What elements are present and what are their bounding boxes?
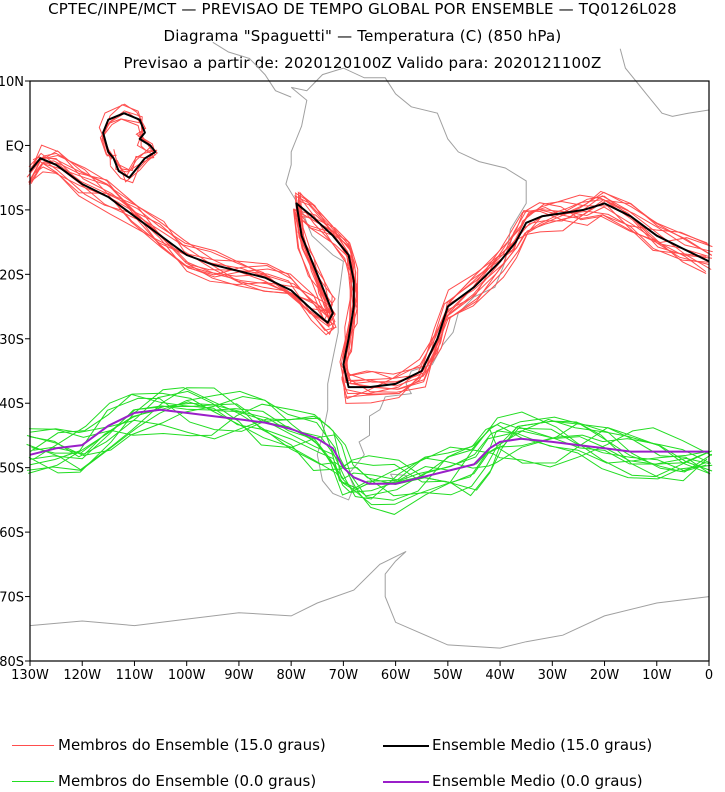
ensemble-member-15-line <box>28 154 713 404</box>
ensemble-member-0-line <box>33 401 710 486</box>
x-tick-label: 40W <box>485 668 515 683</box>
ensemble-mean-15-line <box>29 157 710 389</box>
y-axis: 10N EQ 10S 20S 30S 40S 50S 60S 70S 80S <box>0 75 30 670</box>
y-tick-label: 20S <box>0 268 24 283</box>
y-tick-label: 10N <box>0 75 24 90</box>
x-tick-label: 10W <box>642 668 672 683</box>
legend-label-member-0: Membros do Ensemble (0.0 graus) <box>58 772 317 790</box>
ensemble-member-0-line <box>26 390 709 506</box>
x-tick-label: 0 <box>705 668 713 683</box>
ensemble-member-15-line <box>28 171 709 398</box>
ensemble-member-15-line <box>28 150 713 376</box>
ensemble-member-15-line <box>28 157 712 385</box>
ensemble-mean-layer <box>29 112 710 485</box>
x-tick-label: 50W <box>433 668 463 683</box>
ensemble-member-15-line <box>29 156 708 383</box>
ensemble-member-15-line <box>30 159 707 390</box>
y-tick-label: EQ <box>6 139 24 154</box>
ensemble-member-15-line <box>101 118 158 171</box>
ensemble-member-15-line <box>98 103 156 184</box>
y-tick-label: 70S <box>0 591 24 606</box>
y-tick-label: 30S <box>0 333 24 348</box>
chart-validity: Previsao a partir de: 2020120100Z Valido… <box>123 54 602 72</box>
ensemble-member-15-line <box>30 162 713 387</box>
ensemble-member-15-line <box>30 162 713 395</box>
legend-label-mean-0: Ensemble Medio (0.0 graus) <box>432 772 643 790</box>
x-tick-label: 70W <box>329 668 359 683</box>
ensemble-mean-15-line <box>102 112 157 179</box>
x-tick-label: 100W <box>168 668 206 683</box>
x-tick-label: 130W <box>11 668 49 683</box>
chart-title: CPTEC/INPE/MCT — PREVISAO DE TEMPO GLOBA… <box>48 0 677 18</box>
legend-swatch-mean-15 <box>383 745 429 747</box>
ensemble-member-15-line <box>28 152 713 383</box>
legend-label-mean-15: Ensemble Medio (15.0 graus) <box>432 736 653 754</box>
x-tick-label: 60W <box>381 668 411 683</box>
ensemble-members-layer <box>26 103 713 515</box>
x-tick-label: 30W <box>538 668 568 683</box>
ensemble-member-0-line <box>28 387 706 491</box>
coastline <box>619 48 710 117</box>
coastline <box>285 67 527 501</box>
coastline <box>212 41 292 98</box>
x-tick-label: 20W <box>590 668 620 683</box>
legend-swatch-member-15 <box>12 745 54 746</box>
ensemble-member-15-line <box>28 160 709 393</box>
coastline <box>29 550 710 649</box>
x-axis: 130W 120W 110W 100W 90W 80W 70W 60W 50W 40W 30W 20W… <box>11 661 713 683</box>
ensemble-member-15-line <box>32 156 709 390</box>
legend-swatch-mean-0 <box>383 781 429 783</box>
y-tick-label: 10S <box>0 204 24 219</box>
x-tick-label: 80W <box>276 668 306 683</box>
y-tick-label: 50S <box>0 462 24 477</box>
x-tick-label: 90W <box>224 668 254 683</box>
ensemble-member-0-line <box>30 405 710 497</box>
chart-subtitle: Diagrama "Spaguetti" — Temperatura (C) (… <box>163 27 562 45</box>
y-tick-label: 40S <box>0 397 24 412</box>
coastline-layer <box>29 41 710 649</box>
y-tick-label: 60S <box>0 526 24 541</box>
plot-frame <box>29 80 710 662</box>
x-tick-label: 110W <box>116 668 154 683</box>
x-tick-label: 120W <box>63 668 101 683</box>
ensemble-member-0-line <box>29 390 711 501</box>
ensemble-mean-0-line <box>29 408 709 485</box>
legend-label-member-15: Membros do Ensemble (15.0 graus) <box>58 736 326 754</box>
ensemble-member-0-line <box>26 395 713 496</box>
legend-swatch-member-0 <box>12 781 54 782</box>
y-tick-label: 80S <box>0 655 24 670</box>
ensemble-member-15-line <box>33 144 707 395</box>
ensemble-member-15-line <box>26 152 709 380</box>
ensemble-member-15-line <box>32 166 707 400</box>
